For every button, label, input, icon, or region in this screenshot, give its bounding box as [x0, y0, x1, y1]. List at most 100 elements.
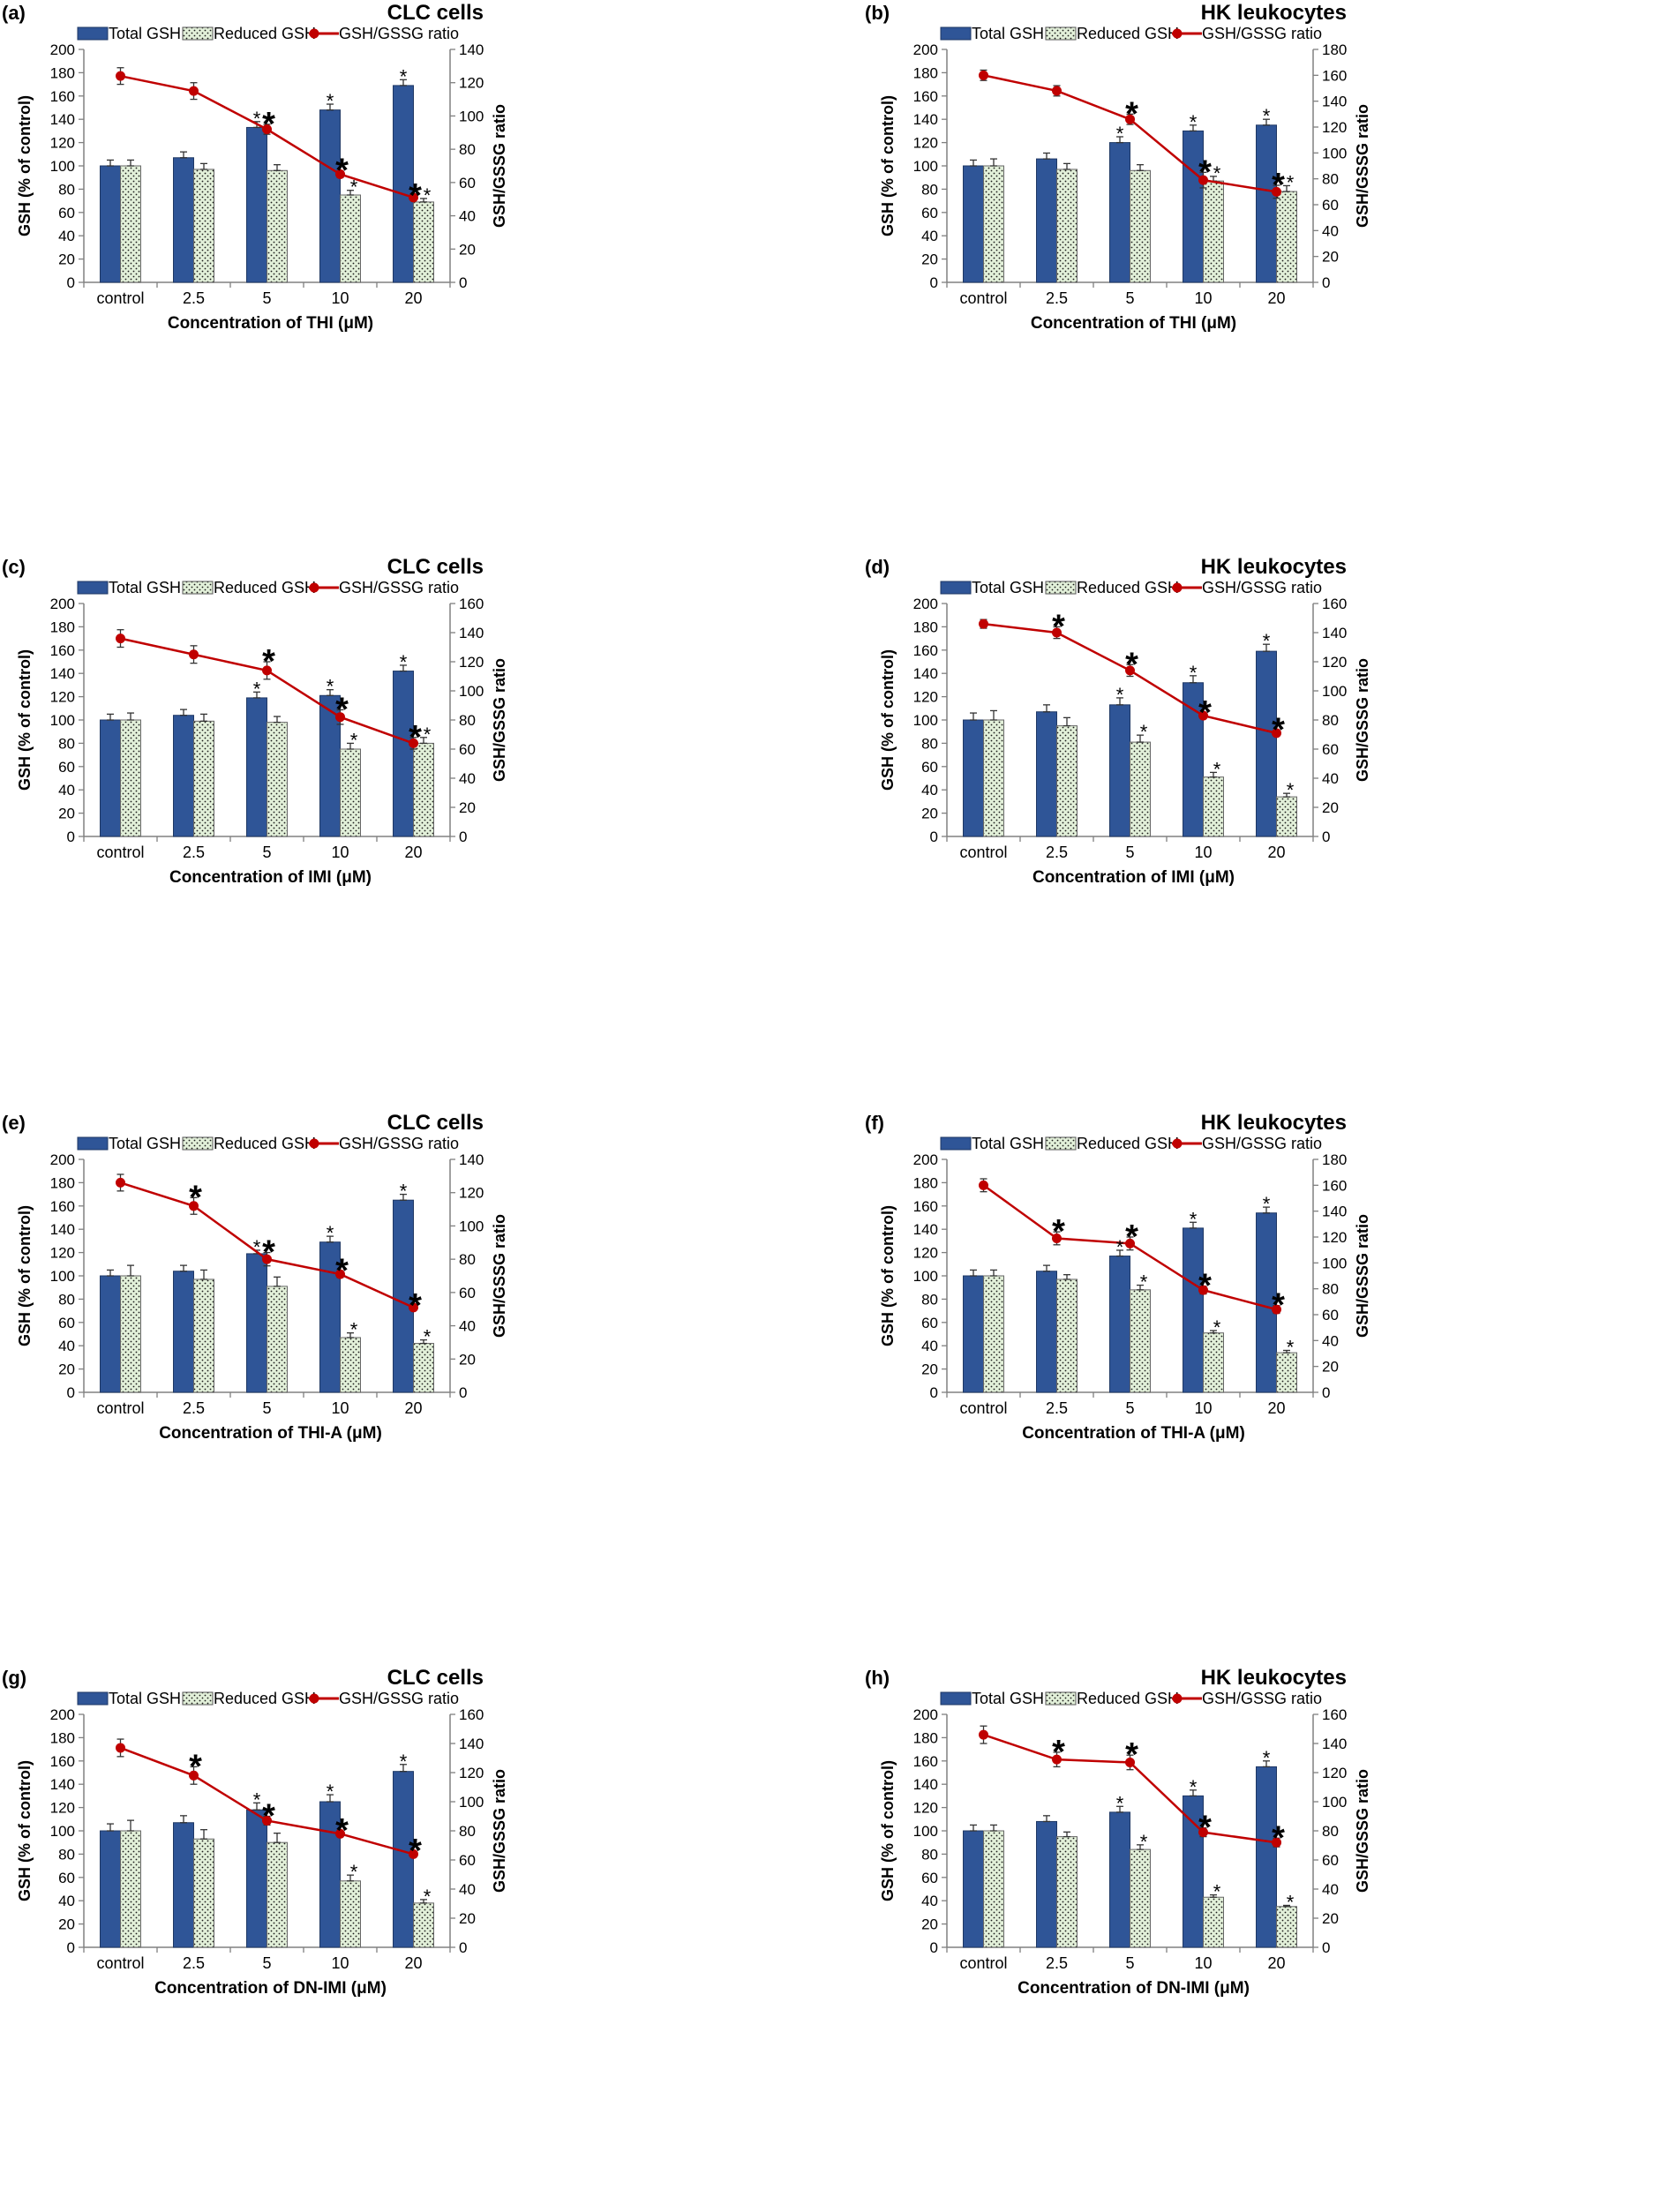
ratio-point [335, 712, 345, 723]
total-gsh-significance-star: * [1190, 111, 1198, 133]
ratio-significance-star: * [409, 1833, 422, 1870]
reduced-gsh-bar [1130, 1848, 1151, 1948]
total-gsh-significance-star: * [253, 1788, 261, 1811]
total-gsh-bar [100, 165, 121, 283]
y-tick-label-left: 180 [913, 619, 938, 635]
panel-label: (f) [865, 1112, 884, 1134]
x-tick-label: 2.5 [183, 1954, 205, 1972]
reduced-gsh-error-bar [127, 1264, 134, 1277]
x-tick-label: 20 [1267, 1399, 1285, 1417]
legend: Total GSH Reduced GSH GSH/GSSG ratio [77, 579, 459, 596]
legend-reduced-label: Reduced GSH [1077, 1135, 1179, 1152]
y-tick-label-right: 120 [1322, 1765, 1347, 1781]
reduced-gsh-error-bar [200, 1269, 207, 1280]
total-gsh-error-bar [1263, 1760, 1270, 1768]
reduced-gsh-error-bar [1283, 184, 1290, 192]
reduced-gsh-bar [120, 1275, 141, 1393]
x-tick-label: 5 [1125, 1954, 1134, 1972]
y-tick-label-right: 40 [459, 770, 476, 787]
total-gsh-error-bar [180, 1264, 187, 1272]
y-tick-label-right: 100 [1322, 1255, 1347, 1271]
total-gsh-bar [246, 697, 267, 837]
x-axis-title: Concentration of THI-A (μM) [159, 1424, 382, 1443]
total-gsh-error-bar [1043, 1264, 1050, 1272]
x-tick-label: 2.5 [1046, 1399, 1068, 1417]
reduced-gsh-error-bar [990, 158, 997, 167]
legend-total-label: Total GSH [109, 25, 181, 42]
ratio-significance-star: * [1125, 95, 1138, 132]
total-gsh-bar [100, 1830, 121, 1948]
reduced-gsh-significance-star: * [1213, 1316, 1221, 1338]
y-tick-label-left: 160 [50, 1753, 75, 1770]
y-axis-title-right: GSH/GSSG ratio [1354, 658, 1371, 782]
ratio-point [189, 86, 199, 96]
reduced-gsh-error-bar [1283, 1904, 1290, 1908]
y-tick-label-right: 0 [459, 1384, 467, 1401]
ratio-significance-star: * [1198, 154, 1212, 191]
y-tick-label-right: 0 [1322, 274, 1330, 291]
y-tick-label-left: 160 [913, 1198, 938, 1215]
y-tick-label-left: 120 [50, 1245, 75, 1262]
total-gsh-bar [963, 719, 984, 837]
total-gsh-significance-star: * [1190, 662, 1198, 684]
legend-total-label: Total GSH [972, 25, 1044, 42]
chart-svg: (d) HK leukocytes Total GSH Reduced GSH GSH/… [865, 555, 1371, 887]
total-gsh-bar [1036, 1820, 1057, 1948]
chart-panel: (g) CLC cells Total GSH Reduced GSH GSH/GSSG… [0, 1665, 833, 2212]
y-tick-label-right: 60 [459, 1852, 476, 1869]
y-tick-label-right: 20 [459, 241, 476, 258]
y-tick-label-right: 0 [459, 829, 467, 845]
legend-reduced-swatch [182, 26, 214, 41]
ratio-significance-star: * [262, 1234, 275, 1271]
y-tick-label-left: 180 [913, 64, 938, 81]
ratio-point [189, 1770, 199, 1781]
y-axis-title-left: GSH (% of control) [879, 1205, 897, 1346]
legend-ratio-label: GSH/GSSG ratio [1202, 579, 1322, 596]
y-tick-label-left: 60 [58, 759, 75, 776]
reduced-gsh-bar [193, 720, 214, 837]
total-gsh-error-bar [253, 1802, 260, 1811]
total-gsh-error-bar [327, 1794, 334, 1803]
chart-title: HK leukocytes [1201, 1111, 1347, 1135]
reduced-gsh-error-bar [420, 1899, 427, 1904]
x-tick-label: 2.5 [1046, 289, 1068, 307]
ratio-significance-star: * [1052, 608, 1065, 645]
y-tick-label-left: 100 [913, 712, 938, 729]
reduced-gsh-error-bar [347, 1874, 354, 1882]
ratio-significance-star: * [262, 1798, 275, 1835]
y-tick-label-left: 0 [930, 1384, 938, 1401]
total-gsh-error-bar [400, 1764, 407, 1773]
y-tick-label-left: 0 [930, 274, 938, 291]
ratio-point [116, 1177, 125, 1188]
y-tick-label-left: 40 [921, 1338, 938, 1354]
y-axis-title-right: GSH/GSSG ratio [491, 1214, 508, 1338]
total-gsh-error-bar [400, 79, 407, 86]
total-gsh-significance-star: * [1116, 1236, 1124, 1258]
x-axis-title: Concentration of IMI (μM) [1032, 868, 1235, 887]
y-tick-label-left: 180 [913, 1729, 938, 1746]
y-tick-label-left: 180 [50, 619, 75, 635]
x-tick-label: 2.5 [183, 844, 205, 861]
reduced-gsh-error-bar [420, 198, 427, 203]
y-tick-label-left: 180 [913, 1174, 938, 1191]
total-gsh-error-bar [327, 1235, 334, 1243]
total-gsh-significance-star: * [253, 678, 261, 700]
reduced-gsh-bar [1203, 180, 1224, 283]
ratio-point [1272, 186, 1281, 197]
y-tick-label-left: 0 [67, 1384, 75, 1401]
y-tick-label-right: 160 [1322, 1177, 1347, 1194]
total-gsh-error-bar [1116, 1249, 1123, 1257]
legend-ratio-label: GSH/GSSG ratio [339, 579, 459, 596]
y-axis-title-left: GSH (% of control) [16, 1760, 34, 1901]
y-tick-label-left: 140 [50, 1776, 75, 1793]
reduced-gsh-error-bar [1063, 716, 1070, 727]
legend: Total GSH Reduced GSH GSH/GSSG ratio [940, 1135, 1322, 1152]
ratio-point [262, 124, 272, 135]
y-tick-label-right: 20 [459, 1351, 476, 1368]
y-tick-label-right: 80 [459, 141, 476, 158]
reduced-gsh-bar [413, 1343, 434, 1393]
ratio-point [116, 71, 125, 81]
y-tick-label-left: 140 [50, 665, 75, 682]
legend-total-swatch [940, 1691, 972, 1706]
